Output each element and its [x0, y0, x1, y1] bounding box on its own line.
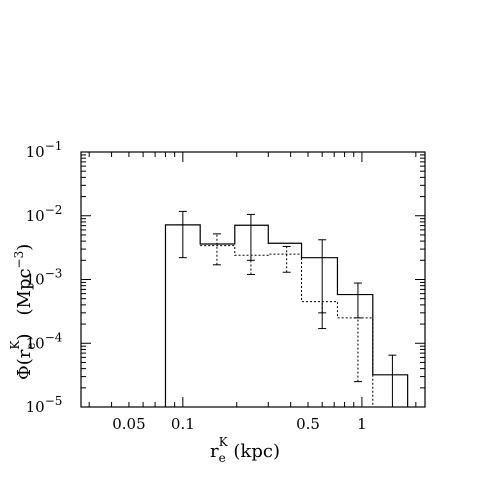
tick-exponent: −3 — [45, 267, 63, 281]
tick-exponent: −1 — [45, 139, 63, 153]
tick-base: 10 — [26, 143, 45, 161]
tick-base: 10 — [26, 207, 45, 225]
y-tick-label: 10−4 — [26, 330, 63, 352]
y-tick-label: 10−1 — [26, 139, 63, 161]
tick-exponent: −2 — [45, 203, 63, 217]
error-bars — [178, 210, 397, 408]
y-tick-label: 10−2 — [26, 203, 63, 225]
tick-base: 10 — [26, 334, 45, 352]
tick-exponent: −5 — [45, 394, 63, 408]
plot-frame — [80, 151, 426, 408]
axis-ticks — [81, 151, 425, 408]
tick-labels: 0.05 0.1 0.5 110−510−410−310−210−1 — [26, 139, 367, 433]
y-tick-label: 10−5 — [26, 394, 63, 416]
histogram-steps — [164, 224, 409, 408]
tick-exponent: −4 — [45, 330, 63, 344]
x-tick-label: 0.5 — [296, 415, 320, 433]
y-axis-label: Φ(reK)(Mpc−3) — [8, 244, 38, 380]
x-axis-label: reK (kpc) — [210, 435, 280, 465]
y-tick-label: 10−3 — [26, 267, 63, 289]
tick-base: 10 — [26, 271, 45, 289]
tick-base: 10 — [26, 398, 45, 416]
solid-histogram — [164, 224, 409, 407]
x-tick-label: 0.05 — [112, 415, 145, 433]
x-tick-label: 0.1 — [171, 415, 195, 433]
dotted-histogram — [200, 245, 408, 408]
x-tick-label: 1 — [357, 415, 367, 433]
